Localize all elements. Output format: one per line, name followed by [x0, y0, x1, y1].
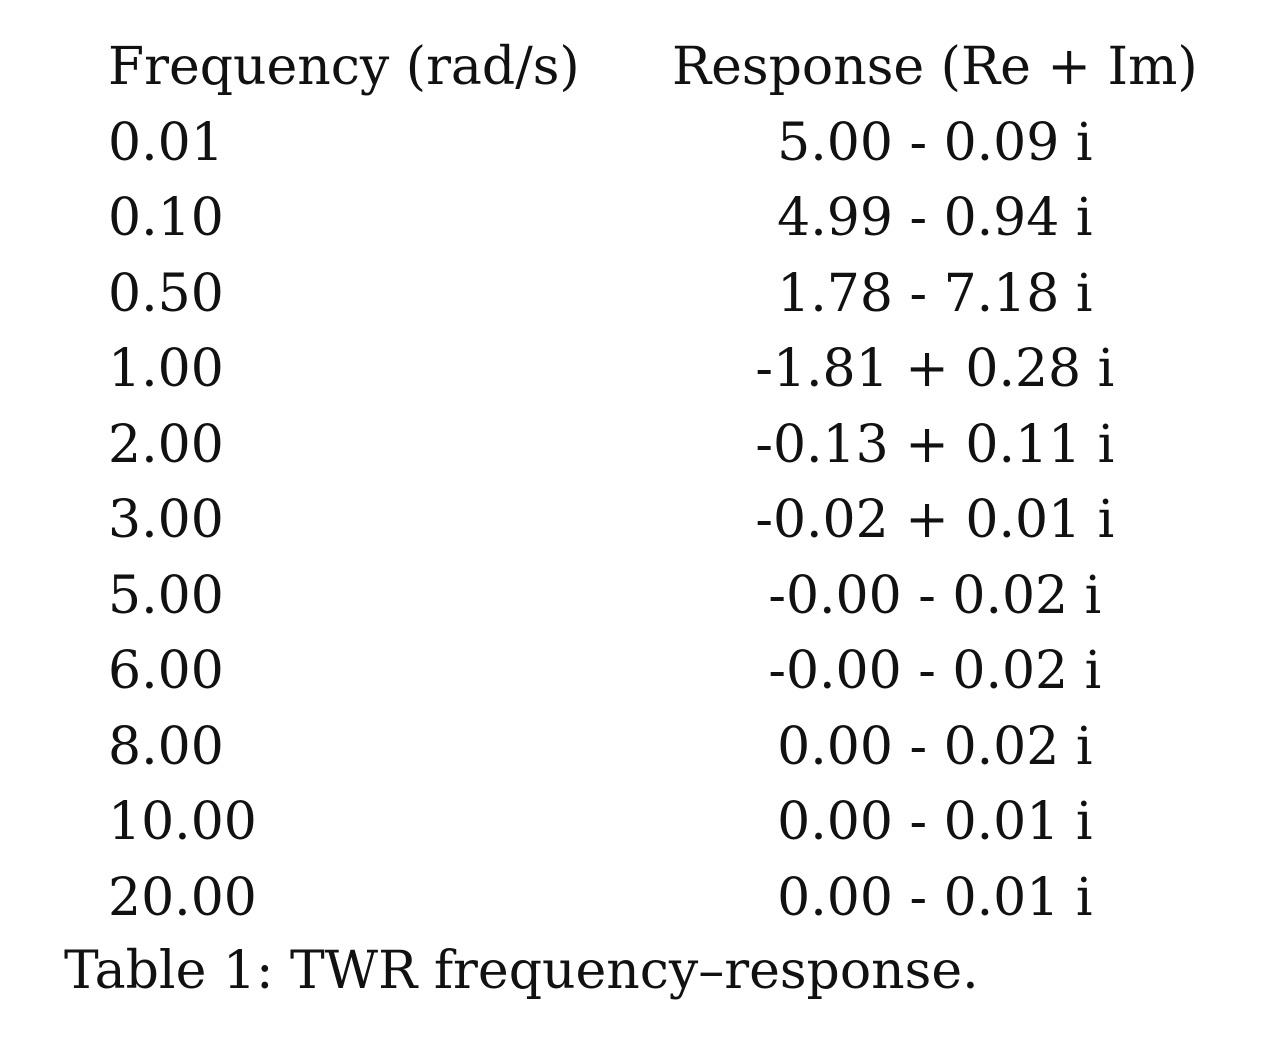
- table-row: 0.50 1.78 - 7.18 i: [96, 257, 1210, 333]
- table-row: 20.00 0.00 - 0.01 i: [96, 861, 1210, 937]
- response-cell: -1.81 + 0.28 i: [755, 339, 1115, 399]
- table-row: 3.00 -0.02 + 0.01 i: [96, 483, 1210, 559]
- response-cell: 0.00 - 0.01 i: [777, 792, 1093, 852]
- column-header-frequency: Frequency (rad/s): [108, 37, 580, 97]
- table-row: 1.00 -1.81 + 0.28 i: [96, 332, 1210, 408]
- frequency-cell: 6.00: [108, 641, 224, 701]
- frequency-cell: 0.10: [108, 188, 224, 248]
- response-cell: 5.00 - 0.09 i: [777, 112, 1093, 173]
- response-cell: 4.99 - 0.94 i: [777, 188, 1093, 248]
- frequency-cell: 20.00: [108, 867, 257, 928]
- response-cell: -0.02 + 0.01 i: [755, 490, 1115, 550]
- table-row: 5.00 -0.00 - 0.02 i: [96, 559, 1210, 635]
- column-header-response: Response (Re + Im): [672, 37, 1198, 97]
- table-row: 10.00 0.00 - 0.01 i: [96, 785, 1210, 861]
- response-cell: 0.00 - 0.01 i: [777, 867, 1093, 928]
- table-caption: Table 1: TWR frequency–response.: [64, 941, 979, 1001]
- response-cell: 0.00 - 0.02 i: [777, 716, 1093, 777]
- frequency-cell: 3.00: [108, 490, 224, 550]
- table-row: 2.00 -0.13 + 0.11 i: [96, 408, 1210, 484]
- frequency-response-table: Frequency (rad/s) Response (Re + Im) 0.0…: [96, 30, 1210, 936]
- table-row: 0.01 5.00 - 0.09 i: [96, 106, 1210, 182]
- table-row: 0.10 4.99 - 0.94 i: [96, 181, 1210, 257]
- frequency-cell: 2.00: [108, 414, 224, 475]
- frequency-cell: 1.00: [108, 339, 224, 399]
- frequency-cell: 10.00: [108, 792, 257, 852]
- response-cell: 1.78 - 7.18 i: [777, 263, 1093, 324]
- frequency-cell: 0.01: [108, 112, 224, 173]
- response-cell: -0.00 - 0.02 i: [768, 641, 1102, 701]
- table-row: 6.00 -0.00 - 0.02 i: [96, 634, 1210, 710]
- frequency-cell: 5.00: [108, 565, 224, 626]
- frequency-cell: 8.00: [108, 716, 224, 777]
- table-row: 8.00 0.00 - 0.02 i: [96, 710, 1210, 786]
- response-cell: -0.00 - 0.02 i: [768, 565, 1102, 626]
- frequency-cell: 0.50: [108, 263, 224, 324]
- response-cell: -0.13 + 0.11 i: [755, 414, 1115, 475]
- table-header-row: Frequency (rad/s) Response (Re + Im): [96, 30, 1210, 106]
